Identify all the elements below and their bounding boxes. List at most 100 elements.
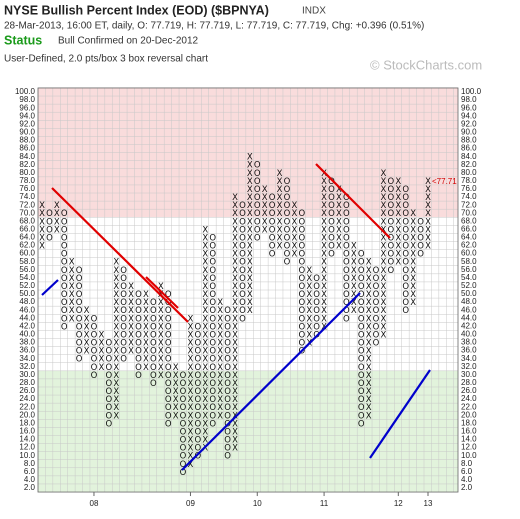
box-symbol: X xyxy=(395,209,401,219)
box-symbol: X xyxy=(425,209,431,219)
box-symbol: O xyxy=(224,339,231,349)
box-symbol: X xyxy=(113,403,119,413)
box-symbol: O xyxy=(135,306,142,316)
box-symbol: X xyxy=(247,242,253,252)
box-symbol: O xyxy=(180,395,187,405)
y-tick-label: 100.0 xyxy=(15,87,36,96)
subtitle: User-Defined, 2.0 pts/box 3 box reversal… xyxy=(4,54,208,65)
box-symbol: O xyxy=(284,258,291,268)
box-symbol: X xyxy=(188,444,194,454)
box-symbol: O xyxy=(209,339,216,349)
box-symbol: X xyxy=(262,209,268,219)
y-tick-label-right: 24.0 xyxy=(461,394,477,403)
box-symbol: O xyxy=(343,225,350,235)
box-symbol: X xyxy=(113,298,119,308)
box-symbol: X xyxy=(247,177,253,187)
box-symbol: X xyxy=(247,298,253,308)
box-symbol: X xyxy=(395,193,401,203)
box-symbol: X xyxy=(232,419,238,429)
box-symbol: O xyxy=(239,314,246,324)
box-symbol: O xyxy=(61,209,68,219)
box-symbol: X xyxy=(247,290,253,300)
box-symbol: O xyxy=(76,266,83,276)
box-symbol: X xyxy=(158,371,164,381)
box-symbol: X xyxy=(381,177,387,187)
zone xyxy=(38,370,458,493)
y-tick-label: 20.0 xyxy=(19,410,35,419)
box-symbol: X xyxy=(232,201,238,211)
y-tick-label-right: 20.0 xyxy=(461,410,477,419)
box-symbol: X xyxy=(277,225,283,235)
box-symbol: X xyxy=(113,411,119,421)
box-symbol: X xyxy=(188,322,194,332)
box-symbol: O xyxy=(343,314,350,324)
box-symbol: X xyxy=(410,233,416,243)
y-tick-label: 32.0 xyxy=(19,362,35,371)
box-symbol: O xyxy=(209,282,216,292)
box-symbol: O xyxy=(180,411,187,421)
box-symbol: O xyxy=(76,298,83,308)
y-tick-label: 44.0 xyxy=(19,313,35,322)
box-symbol: O xyxy=(120,306,127,316)
box-symbol: O xyxy=(358,314,365,324)
box-symbol: X xyxy=(232,330,238,340)
box-symbol: O xyxy=(195,395,202,405)
box-symbol: X xyxy=(98,363,104,373)
resistance-line xyxy=(51,187,189,323)
box-symbol: X xyxy=(188,371,194,381)
box-symbol: X xyxy=(291,250,297,260)
y-tick-label: 2.0 xyxy=(24,483,36,492)
box-symbol: X xyxy=(232,250,238,260)
y-tick-label-right: 16.0 xyxy=(461,427,477,436)
box-symbol: O xyxy=(358,266,365,276)
box-symbol: X xyxy=(39,233,45,243)
box-symbol: X xyxy=(188,411,194,421)
box-symbol: O xyxy=(254,217,261,227)
y-tick-label-right: 8.0 xyxy=(461,459,473,468)
box-symbol: X xyxy=(113,274,119,284)
box-symbol: O xyxy=(91,339,98,349)
y-tick-label: 18.0 xyxy=(19,418,35,427)
box-symbol: X xyxy=(217,403,223,413)
box-symbol: X xyxy=(69,290,75,300)
box-symbol: X xyxy=(366,403,372,413)
box-symbol: O xyxy=(76,306,83,316)
box-symbol: O xyxy=(343,242,350,252)
box-symbol: O xyxy=(402,217,409,227)
box-symbol: X xyxy=(232,322,238,332)
box-symbol: X xyxy=(321,314,327,324)
box-symbol: X xyxy=(69,298,75,308)
box-symbol: O xyxy=(46,233,53,243)
box-symbol: O xyxy=(61,250,68,260)
trendlines xyxy=(41,163,431,471)
box-symbol: O xyxy=(195,322,202,332)
box-symbol: X xyxy=(69,266,75,276)
box-symbol: O xyxy=(61,314,68,324)
box-symbol: O xyxy=(195,339,202,349)
box-symbol: O xyxy=(91,347,98,357)
box-symbol: O xyxy=(150,330,157,340)
box-symbol: X xyxy=(232,363,238,373)
box-symbol: O xyxy=(180,371,187,381)
box-symbol: X xyxy=(410,250,416,260)
box-symbol: O xyxy=(224,427,231,437)
box-symbol: X xyxy=(381,258,387,268)
box-symbol: X xyxy=(202,411,208,421)
box-symbol: X xyxy=(336,242,342,252)
box-symbol: X xyxy=(113,387,119,397)
box-symbol: X xyxy=(202,258,208,268)
y-tick-label-right: 12.0 xyxy=(461,443,477,452)
box-symbol: O xyxy=(298,266,305,276)
box-symbol: X xyxy=(202,298,208,308)
box-symbol: X xyxy=(232,233,238,243)
box-symbol: O xyxy=(180,444,187,454)
